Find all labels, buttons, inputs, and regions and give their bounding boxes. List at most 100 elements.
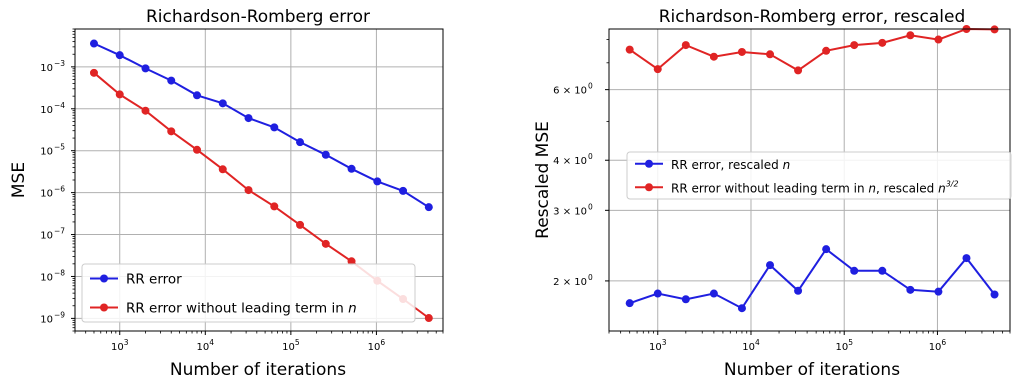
- y-tick-exponent: −8: [54, 268, 65, 277]
- y-tick-label: 10: [40, 105, 53, 116]
- x-tick-label: 103: [649, 338, 667, 353]
- series-0: [625, 245, 999, 313]
- series-0: [89, 39, 433, 212]
- x-axis-label: Number of iterations: [724, 360, 900, 380]
- data-point: [625, 299, 634, 308]
- series-line: [629, 247, 996, 310]
- data-point: [399, 186, 408, 195]
- data-point: [737, 304, 746, 313]
- x-tick-label: 106: [368, 338, 386, 353]
- y-tick-exponent: 0: [588, 273, 593, 282]
- plot-frame: [74, 28, 444, 332]
- data-point: [794, 66, 803, 75]
- y-tick-exponent: −9: [54, 310, 65, 319]
- data-point: [321, 239, 330, 248]
- legend: RR error, rescaled n RR error without lea…: [626, 151, 1012, 200]
- y-tick-exponent: −4: [54, 101, 65, 110]
- data-point: [794, 286, 803, 295]
- chart-right: Richardson-Romberg error, rescaled Numbe…: [533, 7, 1012, 380]
- data-point: [141, 106, 150, 115]
- data-point: [709, 52, 718, 61]
- legend-label: RR error without leading term in n: [126, 301, 357, 317]
- data-point: [990, 290, 999, 299]
- data-point: [244, 186, 253, 195]
- data-point: [193, 91, 202, 100]
- x-tick-label: 105: [282, 338, 300, 353]
- legend-box: [626, 151, 1012, 200]
- series-line: [93, 42, 430, 209]
- chart-title: Richardson-Romberg error: [146, 7, 370, 27]
- legend-label: RR error: [126, 272, 182, 288]
- legend-box: [81, 263, 416, 323]
- data-point: [681, 295, 690, 304]
- data-point: [167, 127, 176, 136]
- x-axis-label: Number of iterations: [170, 360, 346, 380]
- data-point: [424, 203, 433, 212]
- data-point: [906, 285, 915, 294]
- data-point: [822, 46, 831, 55]
- data-point: [115, 51, 124, 60]
- data-point: [296, 138, 305, 147]
- data-point: [270, 123, 279, 132]
- legend-swatch-marker: [100, 274, 108, 283]
- legend: RR error RR error without leading term in…: [81, 263, 416, 323]
- data-point: [89, 68, 98, 77]
- y-tick-label: 10: [40, 231, 53, 242]
- y-axis-label: MSE: [9, 162, 29, 198]
- data-point: [141, 64, 150, 73]
- legend-swatch-marker: [100, 303, 108, 312]
- data-point: [347, 257, 356, 266]
- y-tick-label: 6 × 10: [553, 86, 587, 97]
- data-point: [296, 220, 305, 229]
- y-tick-label: 10: [40, 147, 53, 158]
- data-point: [962, 254, 971, 263]
- legend-label: RR error without leading term in n, resc…: [671, 179, 959, 195]
- data-point: [167, 76, 176, 85]
- data-point: [850, 41, 859, 50]
- data-point: [270, 202, 279, 211]
- data-point: [115, 90, 124, 99]
- legend-swatch-marker: [645, 183, 653, 192]
- data-point: [766, 50, 775, 59]
- legend-label: RR error, rescaled n: [671, 158, 790, 172]
- data-point: [424, 314, 433, 323]
- y-tick-label: 2 × 10: [553, 277, 587, 288]
- data-point: [878, 266, 887, 275]
- y-tick-label: 10: [40, 63, 53, 74]
- data-point: [934, 287, 943, 296]
- y-tick-exponent: 0: [588, 202, 593, 211]
- y-tick-label: 3 × 10: [553, 206, 587, 217]
- y-tick-label: 10: [40, 189, 53, 200]
- x-tick-label: 105: [835, 338, 853, 353]
- data-point: [347, 164, 356, 173]
- x-tick-label: 104: [197, 338, 215, 353]
- y-axis-label: Rescaled MSE: [533, 121, 553, 239]
- y-tick-exponent: 0: [588, 152, 593, 161]
- data-point: [934, 35, 943, 44]
- x-tick-label: 103: [111, 338, 129, 353]
- data-point: [89, 39, 98, 48]
- series-line: [629, 27, 995, 72]
- data-point: [709, 289, 718, 298]
- data-point: [681, 41, 690, 50]
- y-tick-label: 10: [40, 314, 53, 325]
- y-tick-exponent: −5: [54, 143, 65, 152]
- data-point: [244, 114, 253, 123]
- data-point: [906, 31, 915, 40]
- data-point: [822, 245, 831, 254]
- data-point: [218, 99, 227, 108]
- data-point: [878, 38, 887, 47]
- data-point: [218, 165, 227, 174]
- y-tick-exponent: 0: [588, 82, 593, 91]
- y-tick-exponent: −7: [54, 227, 65, 236]
- data-point: [321, 150, 330, 159]
- x-tick-label: 104: [742, 338, 760, 353]
- legend-swatch-marker: [645, 159, 653, 168]
- x-tick-label: 106: [929, 338, 947, 353]
- chart-left: Richardson-Romberg error Number of itera…: [9, 7, 444, 380]
- data-point: [373, 177, 382, 186]
- y-tick-exponent: −6: [54, 185, 65, 194]
- data-point: [653, 65, 662, 74]
- data-point: [737, 47, 746, 56]
